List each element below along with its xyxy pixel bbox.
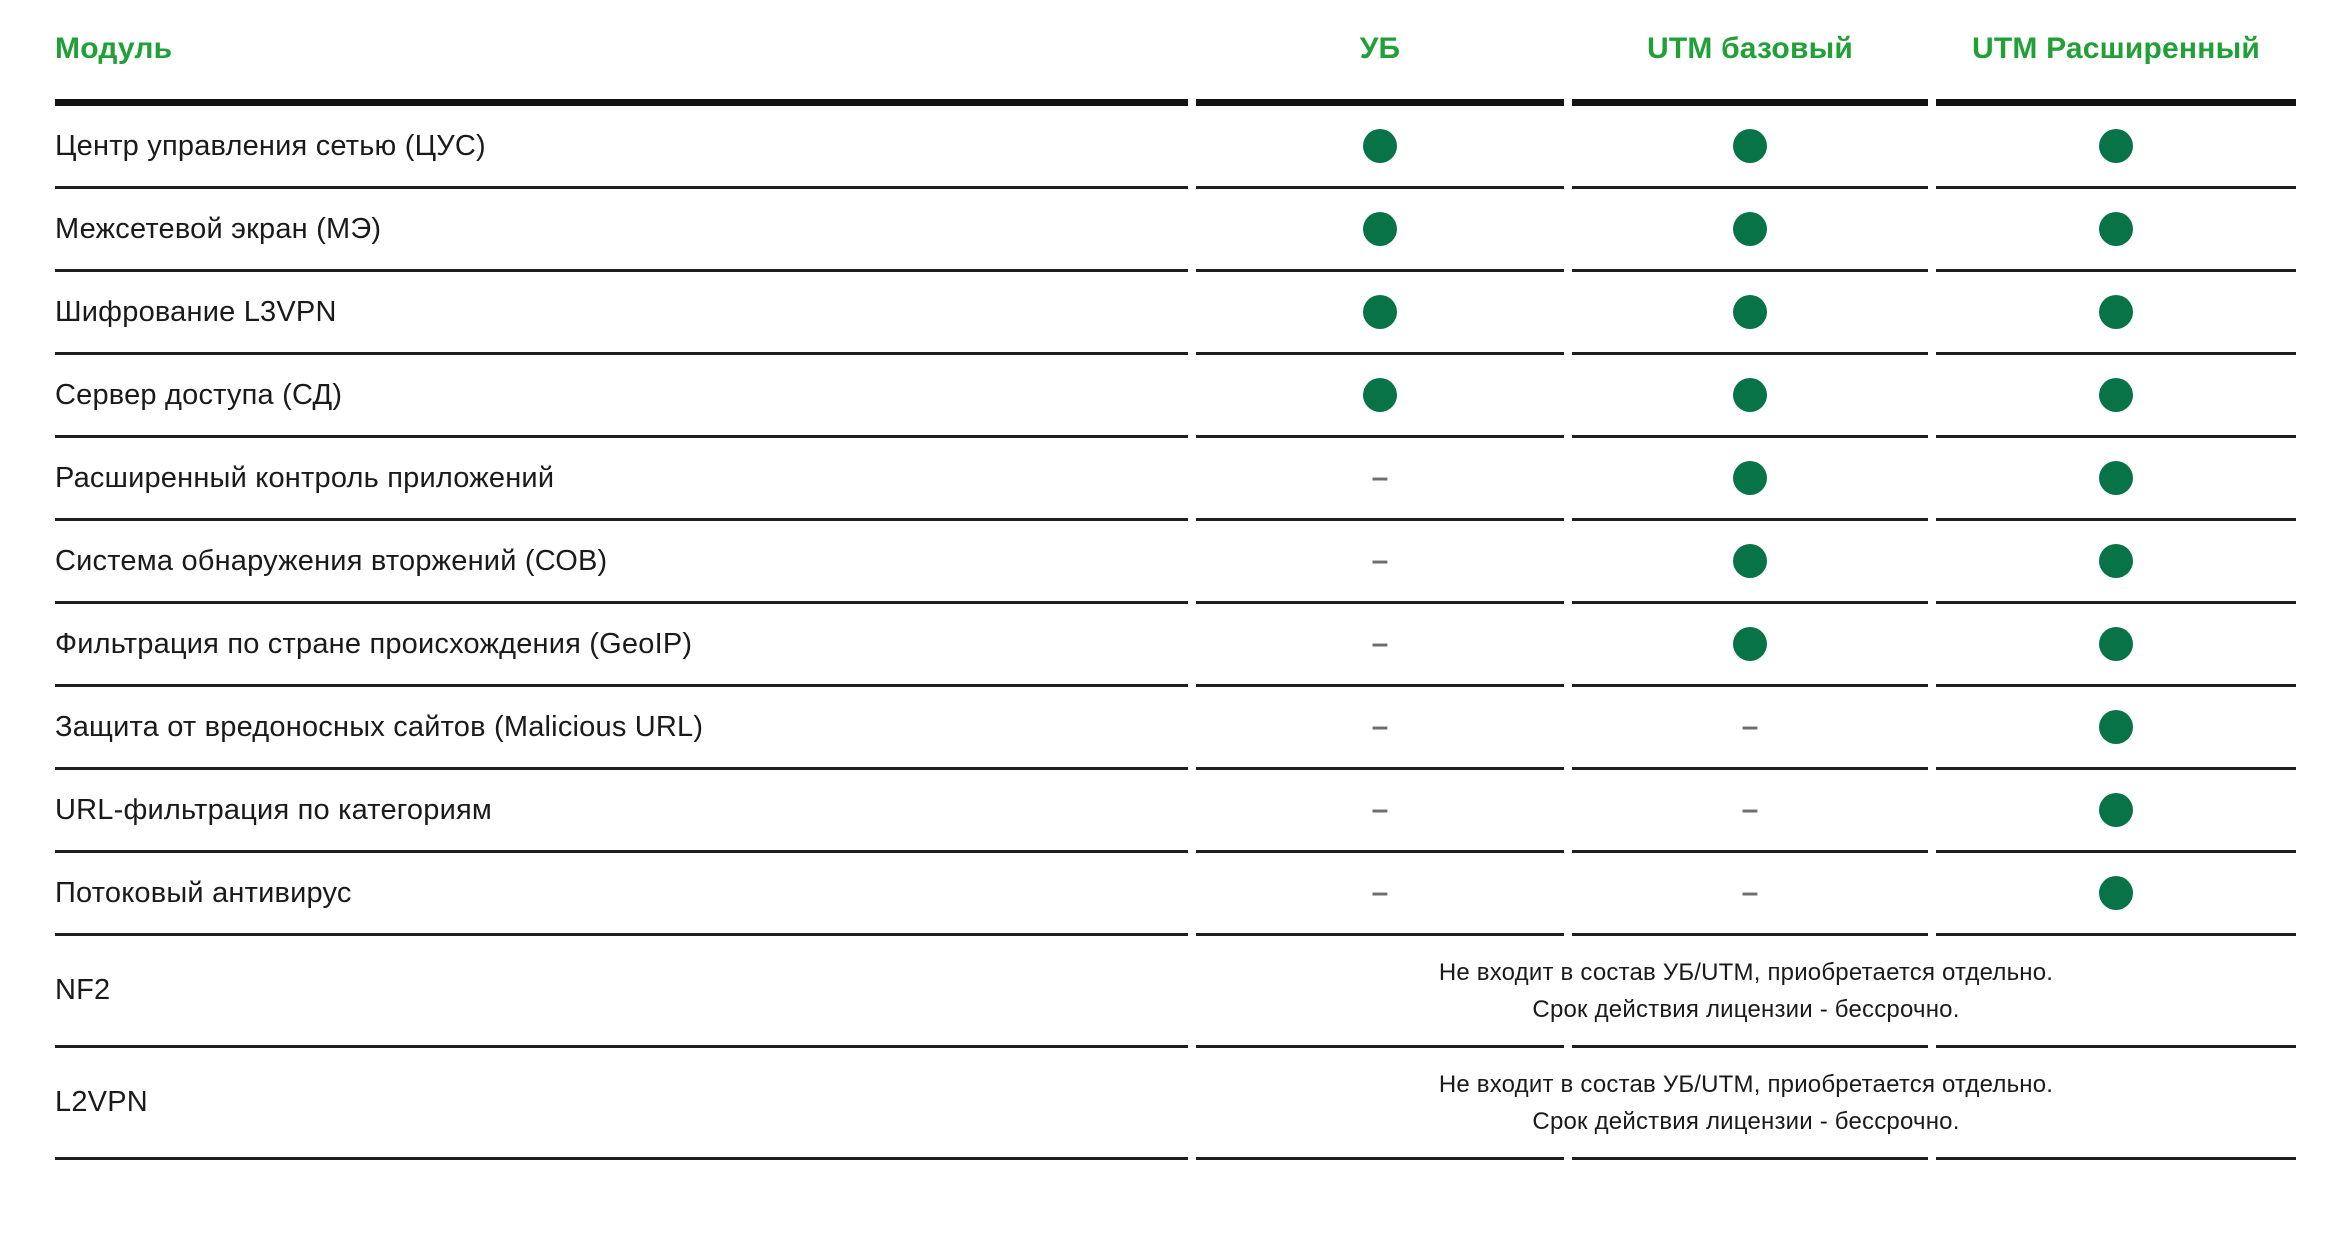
availability-cell (1936, 521, 2296, 604)
column-header-utm-basic: UTM базовый (1572, 30, 1928, 106)
availability-cell (1572, 272, 1928, 355)
module-name: Центр управления сетью (ЦУС) (55, 106, 1188, 189)
included-dot-icon (2099, 378, 2133, 412)
not-included-dash: – (1371, 710, 1389, 743)
included-dot-icon (1733, 295, 1767, 329)
availability-cell (1936, 770, 2296, 853)
module-name: Шифрование L3VPN (55, 272, 1188, 355)
availability-cell: – (1196, 438, 1564, 521)
included-dot-icon (2099, 461, 2133, 495)
availability-cell (1196, 272, 1564, 355)
availability-cell (1936, 604, 2296, 687)
availability-cell (1196, 106, 1564, 189)
included-dot-icon (1733, 129, 1767, 163)
table-row: Расширенный контроль приложений – (55, 438, 2296, 521)
availability-cell: – (1196, 604, 1564, 687)
availability-cell (1196, 936, 1564, 1048)
not-included-dash: – (1741, 793, 1759, 826)
module-name: URL-фильтрация по категориям (55, 770, 1188, 853)
table-row: Межсетевой экран (МЭ) (55, 189, 2296, 272)
availability-cell (1572, 521, 1928, 604)
column-header-ub: УБ (1196, 30, 1564, 106)
availability-cell: – (1196, 853, 1564, 936)
not-included-dash: – (1741, 876, 1759, 909)
module-name: Сервер доступа (СД) (55, 355, 1188, 438)
included-dot-icon (2099, 212, 2133, 246)
table-row-nf2: NF2 Не входит в состав УБ/UTM, приобрета… (55, 936, 2296, 1048)
module-name: Расширенный контроль приложений (55, 438, 1188, 521)
included-dot-icon (1733, 461, 1767, 495)
included-dot-icon (1733, 378, 1767, 412)
included-dot-icon (2099, 544, 2133, 578)
table-row: Центр управления сетью (ЦУС) (55, 106, 2296, 189)
included-dot-icon (1363, 378, 1397, 412)
availability-cell: – (1196, 521, 1564, 604)
column-header-module: Модуль (55, 30, 1188, 106)
not-included-dash: – (1371, 544, 1389, 577)
table-row: URL-фильтрация по категориям – – (55, 770, 2296, 853)
included-dot-icon (2099, 129, 2133, 163)
module-name: NF2 (55, 936, 1188, 1048)
availability-cell (1936, 936, 2296, 1048)
availability-cell (1936, 189, 2296, 272)
included-dot-icon (2099, 710, 2133, 744)
availability-cell (1936, 1048, 2296, 1160)
availability-cell: – (1572, 687, 1928, 770)
availability-cell (1572, 604, 1928, 687)
availability-cell (1936, 853, 2296, 936)
module-name: Межсетевой экран (МЭ) (55, 189, 1188, 272)
module-name: Фильтрация по стране происхождения (GeoI… (55, 604, 1188, 687)
module-name: Система обнаружения вторжений (СОВ) (55, 521, 1188, 604)
table-row: Потоковый антивирус – – (55, 853, 2296, 936)
availability-cell (1936, 687, 2296, 770)
included-dot-icon (1733, 212, 1767, 246)
included-dot-icon (1363, 212, 1397, 246)
availability-cell: – (1196, 770, 1564, 853)
table-row: Защита от вредоносных сайтов (Malicious … (55, 687, 2296, 770)
not-included-dash: – (1371, 461, 1389, 494)
not-included-dash: – (1371, 876, 1389, 909)
availability-cell (1196, 355, 1564, 438)
availability-cell: – (1196, 687, 1564, 770)
availability-cell (1936, 355, 2296, 438)
not-included-dash: – (1371, 793, 1389, 826)
included-dot-icon (1733, 627, 1767, 661)
table-row: Система обнаружения вторжений (СОВ) – (55, 521, 2296, 604)
table-row: Фильтрация по стране происхождения (GeoI… (55, 604, 2296, 687)
availability-cell (1572, 1048, 1928, 1160)
availability-cell: – (1572, 770, 1928, 853)
availability-cell (1572, 106, 1928, 189)
availability-cell (1572, 936, 1928, 1048)
availability-cell (1572, 438, 1928, 521)
availability-cell: – (1572, 853, 1928, 936)
table-row: Шифрование L3VPN (55, 272, 2296, 355)
table-header-row: Модуль УБ UTM базовый UTM Расширенный (55, 30, 2296, 106)
module-name: L2VPN (55, 1048, 1188, 1160)
module-name: Защита от вредоносных сайтов (Malicious … (55, 687, 1188, 770)
module-name: Потоковый антивирус (55, 853, 1188, 936)
table-row-l2vpn: L2VPN Не входит в состав УБ/UTM, приобре… (55, 1048, 2296, 1160)
availability-cell (1936, 438, 2296, 521)
availability-cell (1572, 355, 1928, 438)
included-dot-icon (1363, 295, 1397, 329)
availability-cell (1936, 272, 2296, 355)
included-dot-icon (2099, 627, 2133, 661)
availability-cell (1196, 189, 1564, 272)
availability-cell (1572, 189, 1928, 272)
availability-cell (1196, 1048, 1564, 1160)
license-comparison-table: Модуль УБ UTM базовый UTM Расширенный Це… (55, 30, 2296, 1160)
included-dot-icon (1363, 129, 1397, 163)
not-included-dash: – (1741, 710, 1759, 743)
column-header-utm-extended: UTM Расширенный (1936, 30, 2296, 106)
included-dot-icon (2099, 876, 2133, 910)
included-dot-icon (2099, 295, 2133, 329)
included-dot-icon (2099, 793, 2133, 827)
table-row: Сервер доступа (СД) (55, 355, 2296, 438)
included-dot-icon (1733, 544, 1767, 578)
not-included-dash: – (1371, 627, 1389, 660)
availability-cell (1936, 106, 2296, 189)
